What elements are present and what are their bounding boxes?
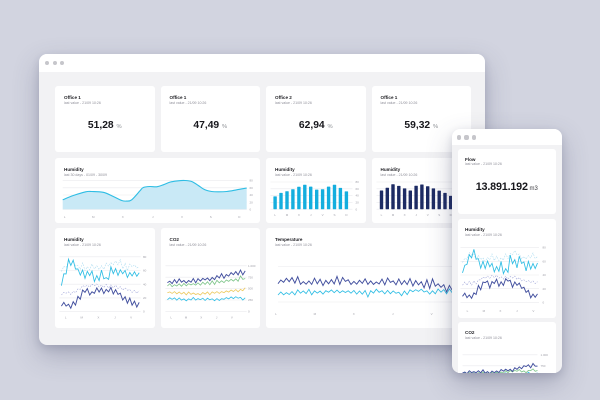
svg-text:J: J <box>392 312 394 316</box>
svg-text:M: M <box>184 316 187 320</box>
svg-text:500: 500 <box>247 287 252 291</box>
svg-text:M: M <box>314 312 317 316</box>
svg-text:D: D <box>449 213 452 217</box>
svg-text:V: V <box>181 215 183 219</box>
svg-text:J: J <box>516 309 518 313</box>
svg-text:M: M <box>92 215 95 219</box>
svg-text:V: V <box>230 316 232 320</box>
svg-text:40: 40 <box>143 283 147 287</box>
svg-text:L: L <box>65 316 67 320</box>
svg-text:0: 0 <box>542 300 544 304</box>
svg-text:40: 40 <box>355 194 359 198</box>
svg-text:0: 0 <box>247 310 249 314</box>
svg-text:X: X <box>200 316 202 320</box>
svg-text:L: L <box>64 215 66 219</box>
svg-text:M: M <box>286 213 289 217</box>
svg-text:0: 0 <box>249 208 251 212</box>
svg-text:M: M <box>483 309 486 313</box>
svg-text:V: V <box>431 312 433 316</box>
svg-text:250: 250 <box>247 299 252 303</box>
svg-text:20: 20 <box>355 201 359 205</box>
svg-text:80: 80 <box>143 255 147 259</box>
svg-text:X: X <box>122 215 124 219</box>
svg-text:80: 80 <box>249 179 253 183</box>
svg-text:750: 750 <box>540 364 545 368</box>
svg-text:20: 20 <box>542 287 546 291</box>
svg-text:S: S <box>333 213 335 217</box>
svg-text:S: S <box>210 215 212 219</box>
svg-text:X: X <box>499 309 501 313</box>
svg-text:80: 80 <box>355 180 359 184</box>
svg-text:0: 0 <box>355 207 357 211</box>
svg-text:0: 0 <box>143 310 145 314</box>
svg-text:X: X <box>97 316 99 320</box>
svg-text:J: J <box>215 316 217 320</box>
svg-text:M: M <box>391 213 394 217</box>
svg-text:750: 750 <box>247 276 252 280</box>
svg-text:S: S <box>438 213 440 217</box>
svg-text:D: D <box>345 213 348 217</box>
svg-text:60: 60 <box>143 269 147 273</box>
svg-text:X: X <box>298 213 300 217</box>
svg-text:L: L <box>274 213 276 217</box>
svg-text:40: 40 <box>542 273 546 277</box>
svg-text:D: D <box>238 215 241 219</box>
svg-text:L: L <box>467 309 469 313</box>
svg-text:L: L <box>380 213 382 217</box>
svg-text:20: 20 <box>143 296 147 300</box>
svg-text:M: M <box>81 316 84 320</box>
svg-text:X: X <box>353 312 355 316</box>
svg-text:60: 60 <box>542 259 546 263</box>
svg-text:40: 40 <box>249 193 253 197</box>
svg-text:V: V <box>426 213 428 217</box>
svg-text:L: L <box>275 312 277 316</box>
svg-text:20: 20 <box>249 200 253 204</box>
svg-text:V: V <box>532 309 534 313</box>
svg-text:J: J <box>114 316 116 320</box>
svg-text:1.000: 1.000 <box>540 353 548 357</box>
svg-text:60: 60 <box>355 187 359 191</box>
svg-text:J: J <box>152 215 154 219</box>
svg-text:1.000: 1.000 <box>247 264 255 268</box>
svg-text:80: 80 <box>542 245 546 249</box>
svg-text:X: X <box>403 213 405 217</box>
svg-text:60: 60 <box>249 186 253 190</box>
svg-text:V: V <box>130 316 132 320</box>
svg-text:J: J <box>415 213 417 217</box>
svg-text:J: J <box>310 213 312 217</box>
svg-text:L: L <box>170 316 172 320</box>
svg-text:V: V <box>322 213 324 217</box>
